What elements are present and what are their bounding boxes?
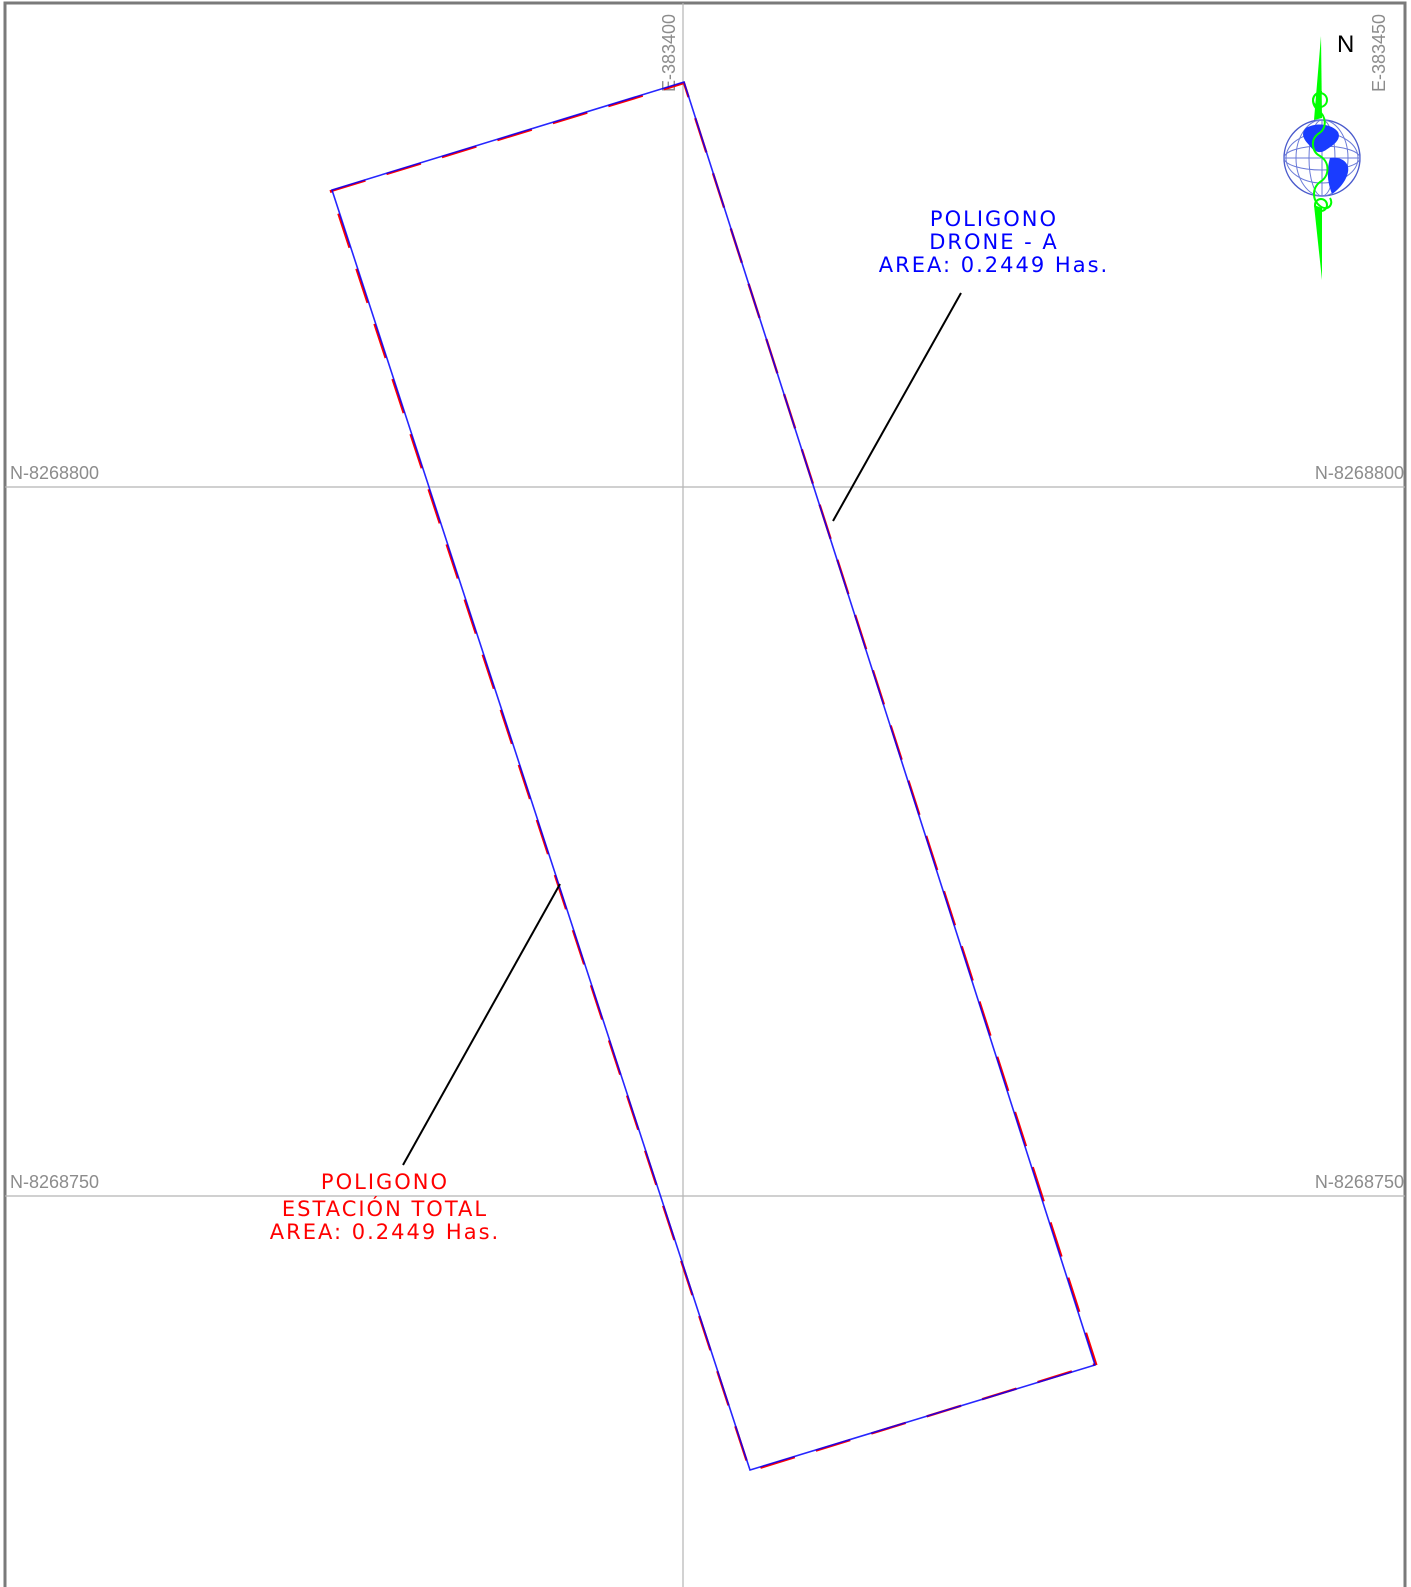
label-estacion-subtitle: ESTACIÓN TOTAL (282, 1196, 488, 1221)
label-drone-area: AREA: 0.2449 Has. (879, 253, 1109, 277)
map-frame (3, 1, 1407, 1587)
label-drone-title: POLIGONO (930, 207, 1058, 231)
label-estacion-area: AREA: 0.2449 Has. (270, 1220, 500, 1244)
continent-south-america-icon (1327, 157, 1349, 194)
north-arrow-top-icon (1314, 36, 1322, 120)
label-drone-subtitle: DRONE - A (929, 230, 1059, 254)
grid-label-e-383400: E-383400 (659, 14, 679, 92)
label-estacion-total: POLIGONO ESTACIÓN TOTAL AREA: 0.2449 Has… (270, 1170, 500, 1244)
leader-line-drone (832, 292, 962, 522)
north-letter: N (1337, 31, 1354, 58)
polygon-estacion-total (329, 81, 1098, 1473)
grid-label-n-8268800-left: N-8268800 (10, 463, 99, 483)
leader-line-estacion-total (402, 883, 561, 1166)
polygon-drone-a (330, 81, 1097, 1471)
north-arrow-globe-icon: N (1283, 31, 1361, 280)
grid-label-e-383450: E-383450 (1369, 14, 1389, 92)
label-drone-a: POLIGONO DRONE - A AREA: 0.2449 Has. (879, 207, 1109, 277)
grid-label-n-8268800-right: N-8268800 (1315, 463, 1404, 483)
north-arrow-bottom-icon (1314, 205, 1322, 280)
label-estacion-title: POLIGONO (321, 1170, 449, 1194)
grid-label-n-8268750-right: N-8268750 (1315, 1172, 1404, 1192)
spiral-ornament-icon (1312, 91, 1333, 210)
grid-label-n-8268750-left: N-8268750 (10, 1172, 99, 1192)
